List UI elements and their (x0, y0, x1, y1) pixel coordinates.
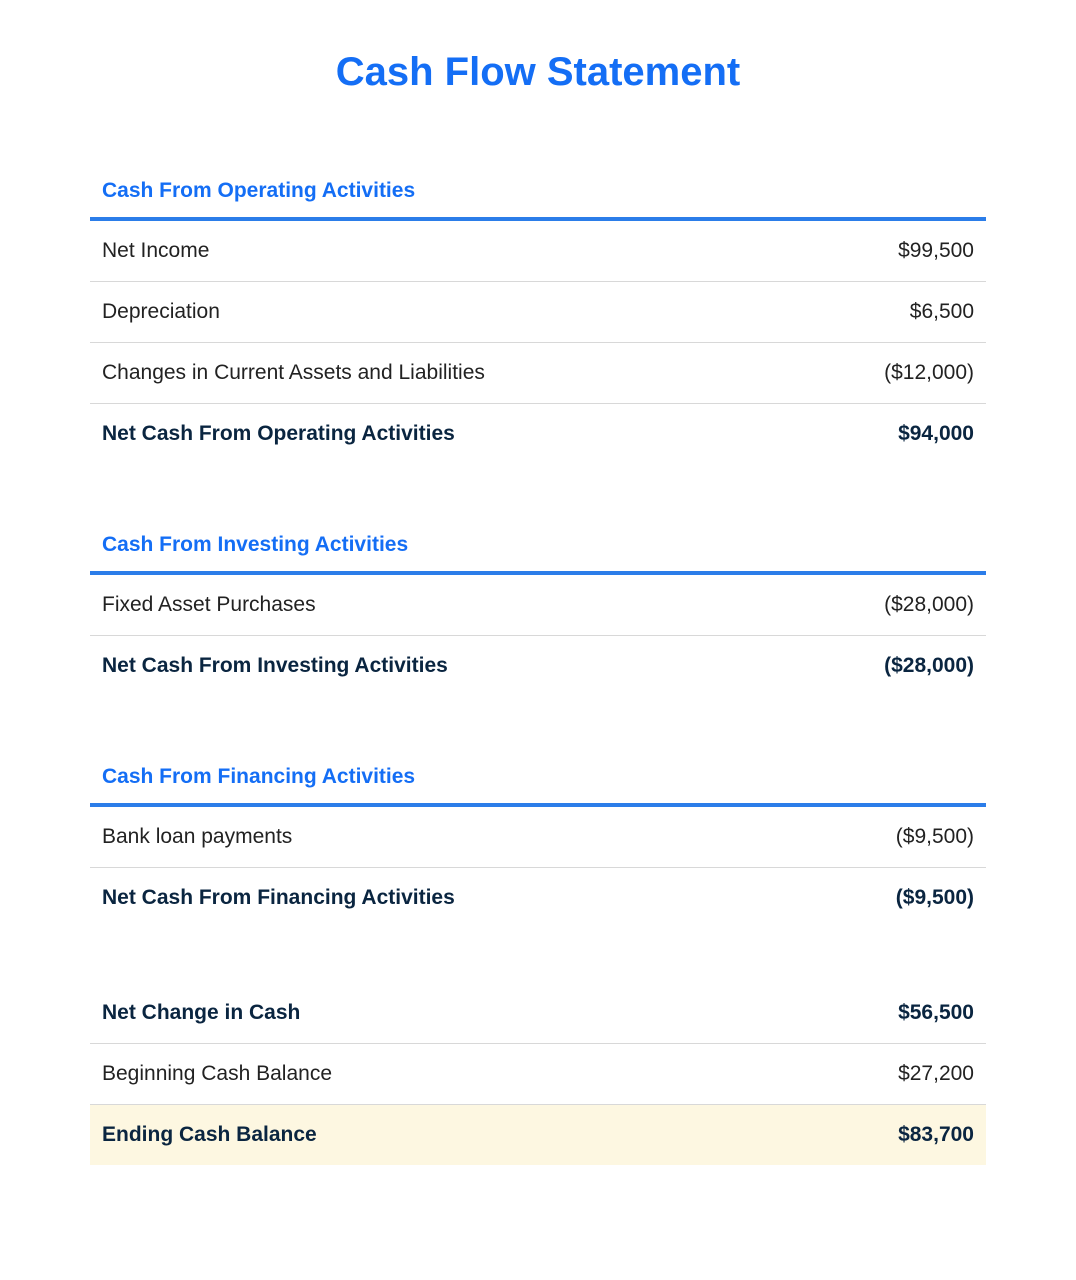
section-financing: Cash From Financing Activities Bank loan… (90, 751, 986, 928)
section-operating: Cash From Operating Activities Net Incom… (90, 165, 986, 464)
row-value: ($12,000) (884, 361, 974, 385)
total-value: ($9,500) (896, 886, 974, 910)
total-label: Net Cash From Investing Activities (102, 654, 884, 678)
beginning-value: $27,200 (898, 1062, 974, 1086)
row-value: $6,500 (910, 300, 974, 324)
page-title: Cash Flow Statement (90, 50, 986, 95)
section-investing: Cash From Investing Activities Fixed Ass… (90, 519, 986, 696)
section-header-operating: Cash From Operating Activities (90, 165, 986, 221)
net-change-row: Net Change in Cash $56,500 (90, 983, 986, 1044)
section-header-financing: Cash From Financing Activities (90, 751, 986, 807)
net-change-label: Net Change in Cash (102, 1001, 898, 1025)
table-row: Changes in Current Assets and Liabilitie… (90, 343, 986, 404)
row-value: ($9,500) (896, 825, 974, 849)
row-label: Changes in Current Assets and Liabilitie… (102, 361, 884, 385)
row-value: ($28,000) (884, 593, 974, 617)
ending-label: Ending Cash Balance (102, 1123, 898, 1147)
row-label: Net Income (102, 239, 898, 263)
summary-section: Net Change in Cash $56,500 Beginning Cas… (90, 983, 986, 1165)
ending-balance-row: Ending Cash Balance $83,700 (90, 1105, 986, 1165)
row-value: $99,500 (898, 239, 974, 263)
beginning-label: Beginning Cash Balance (102, 1062, 898, 1086)
table-row: Bank loan payments ($9,500) (90, 807, 986, 868)
section-total-financing: Net Cash From Financing Activities ($9,5… (90, 868, 986, 928)
table-row: Depreciation $6,500 (90, 282, 986, 343)
beginning-balance-row: Beginning Cash Balance $27,200 (90, 1044, 986, 1105)
section-total-operating: Net Cash From Operating Activities $94,0… (90, 404, 986, 464)
row-label: Depreciation (102, 300, 910, 324)
row-label: Bank loan payments (102, 825, 896, 849)
total-label: Net Cash From Operating Activities (102, 422, 898, 446)
table-row: Net Income $99,500 (90, 221, 986, 282)
row-label: Fixed Asset Purchases (102, 593, 884, 617)
ending-value: $83,700 (898, 1123, 974, 1147)
section-header-investing: Cash From Investing Activities (90, 519, 986, 575)
net-change-value: $56,500 (898, 1001, 974, 1025)
total-value: ($28,000) (884, 654, 974, 678)
total-label: Net Cash From Financing Activities (102, 886, 896, 910)
section-total-investing: Net Cash From Investing Activities ($28,… (90, 636, 986, 696)
table-row: Fixed Asset Purchases ($28,000) (90, 575, 986, 636)
total-value: $94,000 (898, 422, 974, 446)
